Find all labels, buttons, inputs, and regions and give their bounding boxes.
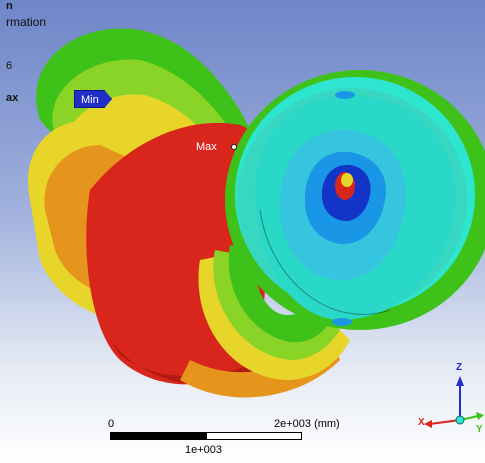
legend-line-2: rmation	[6, 15, 47, 29]
scale-bar: 0 2e+003 (mm) 1e+003	[108, 418, 340, 456]
scale-bar-white-segment	[207, 433, 301, 439]
scale-bar-graphic	[110, 432, 302, 440]
scale-bar-black-segment	[111, 433, 207, 439]
scale-start-label: 0	[108, 418, 115, 430]
max-probe-point	[231, 144, 237, 150]
min-probe-marker[interactable]: Min	[74, 90, 112, 108]
y-axis-label: Y	[476, 424, 483, 435]
axis-triad-icon	[424, 376, 484, 428]
max-probe-marker[interactable]: Max	[190, 138, 232, 156]
legend-line-1: n	[6, 0, 13, 12]
scale-end-label: 2e+003 (mm)	[274, 418, 340, 430]
legend-line-3: 6	[6, 60, 13, 72]
axis-triad[interactable]: Z X Y	[418, 362, 484, 442]
legend-line-4: ax	[6, 92, 19, 104]
z-axis-label: Z	[456, 362, 463, 373]
scale-mid-label: 1e+003	[185, 444, 223, 456]
x-axis-label: X	[418, 417, 425, 428]
